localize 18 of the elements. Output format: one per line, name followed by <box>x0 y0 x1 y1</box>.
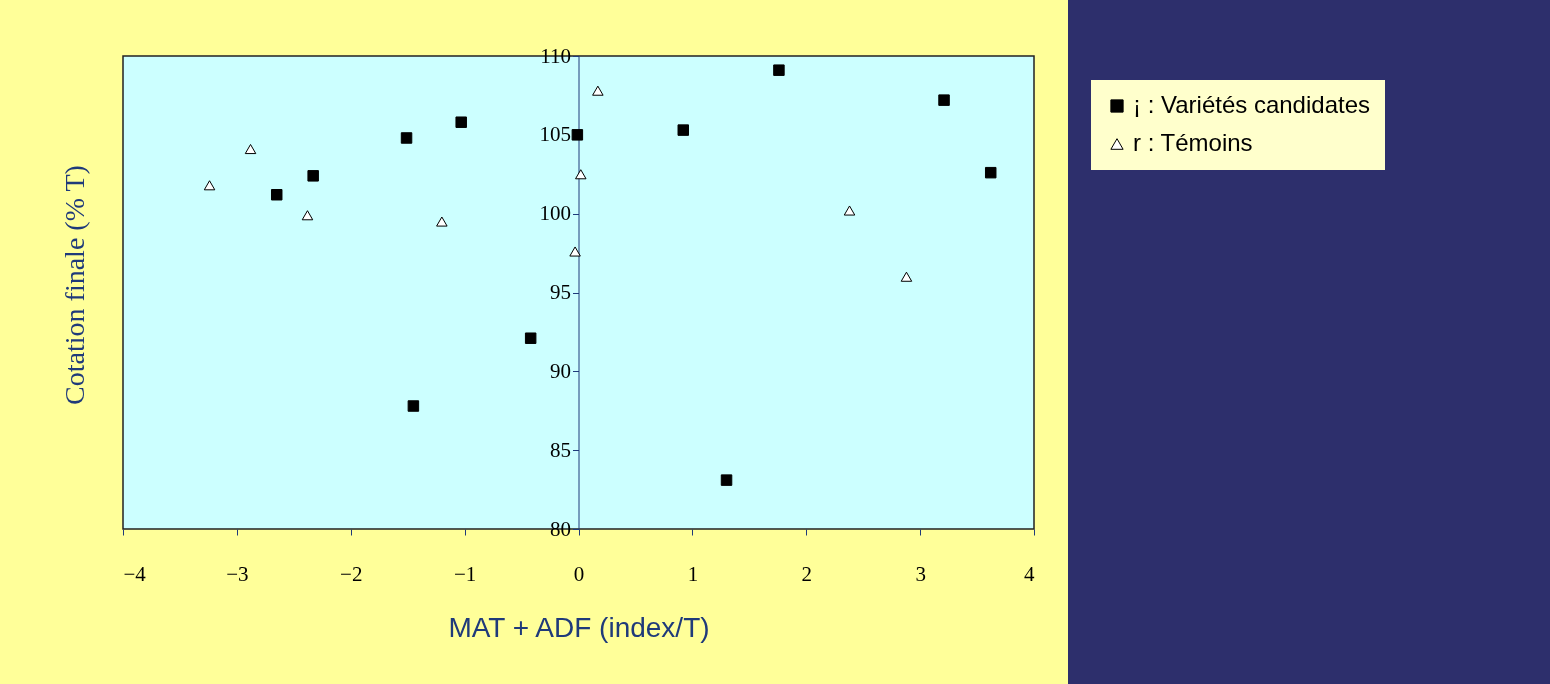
legend-label: ¡ : Variétés candidates <box>1133 91 1371 118</box>
x-tick-label: −3 <box>226 561 249 586</box>
y-tick-label: 95 <box>550 280 571 304</box>
x-tick-label: −2 <box>340 561 363 586</box>
y-axis-title: Cotation finale (% T) <box>59 164 91 405</box>
x-tick-label: −1 <box>453 561 477 586</box>
legend-label: r : Témoins <box>1133 129 1253 156</box>
x-tick-label: 0 <box>573 561 585 586</box>
x-tick-label: 1 <box>687 561 699 586</box>
x-tick-label: −4 <box>123 561 147 586</box>
y-tick-label: 100 <box>539 201 571 226</box>
x-tick-label: 3 <box>915 561 926 586</box>
x-tick-label: 4 <box>1024 561 1035 586</box>
x-axis-title: MAT + ADF (index/T) <box>448 611 710 643</box>
y-tick-label: 90 <box>550 358 571 383</box>
y-tick-label: 85 <box>550 437 571 462</box>
x-tick-label: 2 <box>801 561 812 586</box>
y-tick-label: 105 <box>539 122 571 147</box>
